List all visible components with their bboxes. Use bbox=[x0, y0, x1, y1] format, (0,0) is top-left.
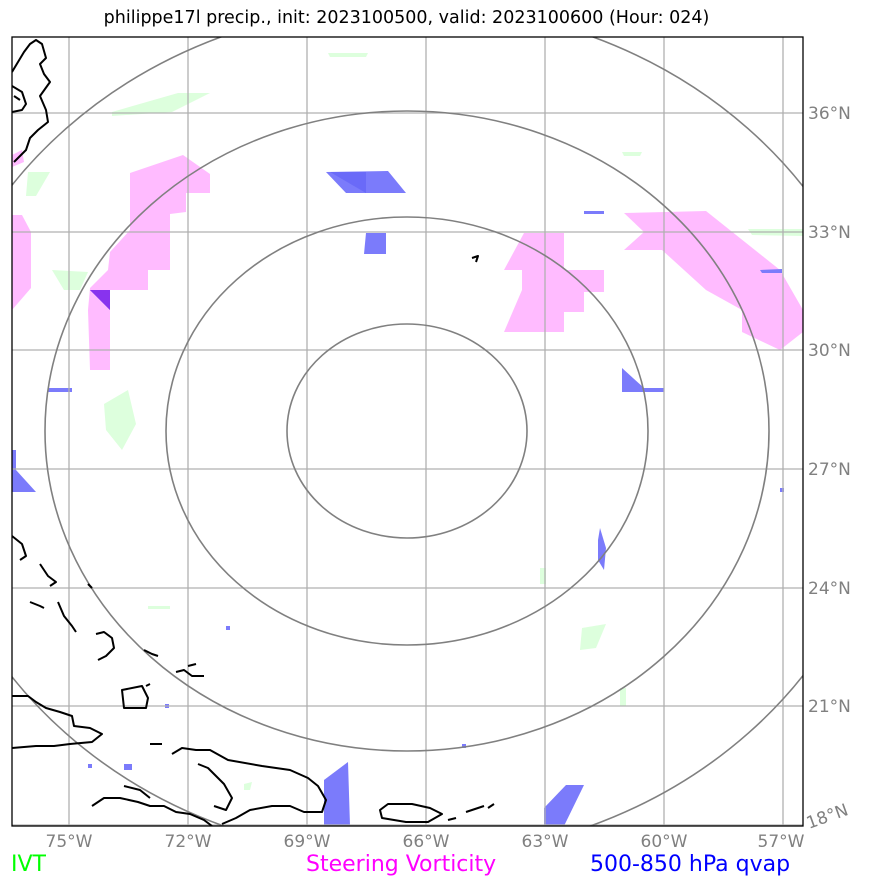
lat-label: 21°N bbox=[808, 697, 851, 717]
coastlines bbox=[12, 39, 495, 826]
qvap-overlap-patch-2 bbox=[330, 172, 366, 193]
range-rings bbox=[12, 37, 803, 826]
lon-label: 57°W bbox=[758, 832, 805, 852]
lat-label: 27°N bbox=[808, 460, 851, 480]
legend-steering-vorticity: Steering Vorticity bbox=[306, 852, 497, 877]
plot-frame bbox=[11, 36, 804, 827]
lon-label: 75°W bbox=[46, 832, 93, 852]
map-title: philippe17l precip., init: 2023100500, v… bbox=[103, 8, 710, 28]
gridlines bbox=[12, 37, 803, 826]
qvap-overlap-patch bbox=[90, 290, 110, 310]
qvap-field bbox=[12, 171, 784, 826]
lat-label: 24°N bbox=[808, 579, 851, 599]
lon-label: 60°W bbox=[641, 832, 688, 852]
lon-label: 72°W bbox=[165, 832, 212, 852]
lat-label: 30°N bbox=[808, 341, 851, 361]
legend-ivt: IVT bbox=[11, 852, 46, 877]
lon-label: 63°W bbox=[522, 832, 569, 852]
longitude-labels: 75°W 72°W 69°W 66°W 63°W 60°W 57°W bbox=[46, 832, 805, 852]
ivt-field bbox=[26, 53, 803, 790]
latitude-labels: 36°N 33°N 30°N 27°N 24°N 21°N 18°N bbox=[804, 104, 851, 834]
lon-label: 69°W bbox=[284, 832, 331, 852]
lat-label: 33°N bbox=[808, 223, 851, 243]
lat-label: 36°N bbox=[808, 104, 851, 124]
lat-label: 18°N bbox=[804, 800, 851, 833]
lon-label: 66°W bbox=[403, 832, 450, 852]
legend-qvap: 500-850 hPa qvap bbox=[590, 852, 791, 877]
vorticity-field bbox=[12, 150, 803, 370]
